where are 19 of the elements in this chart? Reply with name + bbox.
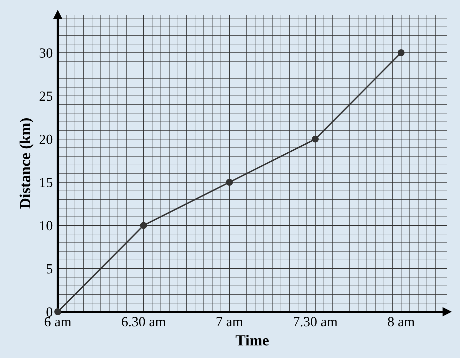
- point: [226, 179, 234, 186]
- point: [140, 222, 148, 230]
- x-tick-label: 7 am: [216, 317, 244, 327]
- y-axis-title: Distance (km): [20, 118, 34, 209]
- y-tick-label: 5: [47, 264, 53, 274]
- x-tick-label: 7.30 am: [294, 317, 338, 327]
- y-tick-label: 15: [40, 178, 53, 188]
- point: [54, 308, 62, 316]
- x-tick-label: 8 am: [388, 317, 415, 327]
- y-tick-label: 0: [46, 308, 53, 317]
- y-tick-label: 10: [40, 221, 53, 231]
- point: [398, 50, 405, 56]
- x-axis-title: Time: [236, 335, 269, 346]
- x-tick-label: 6 am: [44, 317, 72, 327]
- y-tick-label: 20: [40, 134, 53, 144]
- x-tick-label: 6.30 am: [122, 317, 166, 327]
- y-tick-label: 30: [40, 48, 53, 58]
- y-tick-label: 25: [40, 92, 53, 102]
- point: [312, 136, 319, 143]
